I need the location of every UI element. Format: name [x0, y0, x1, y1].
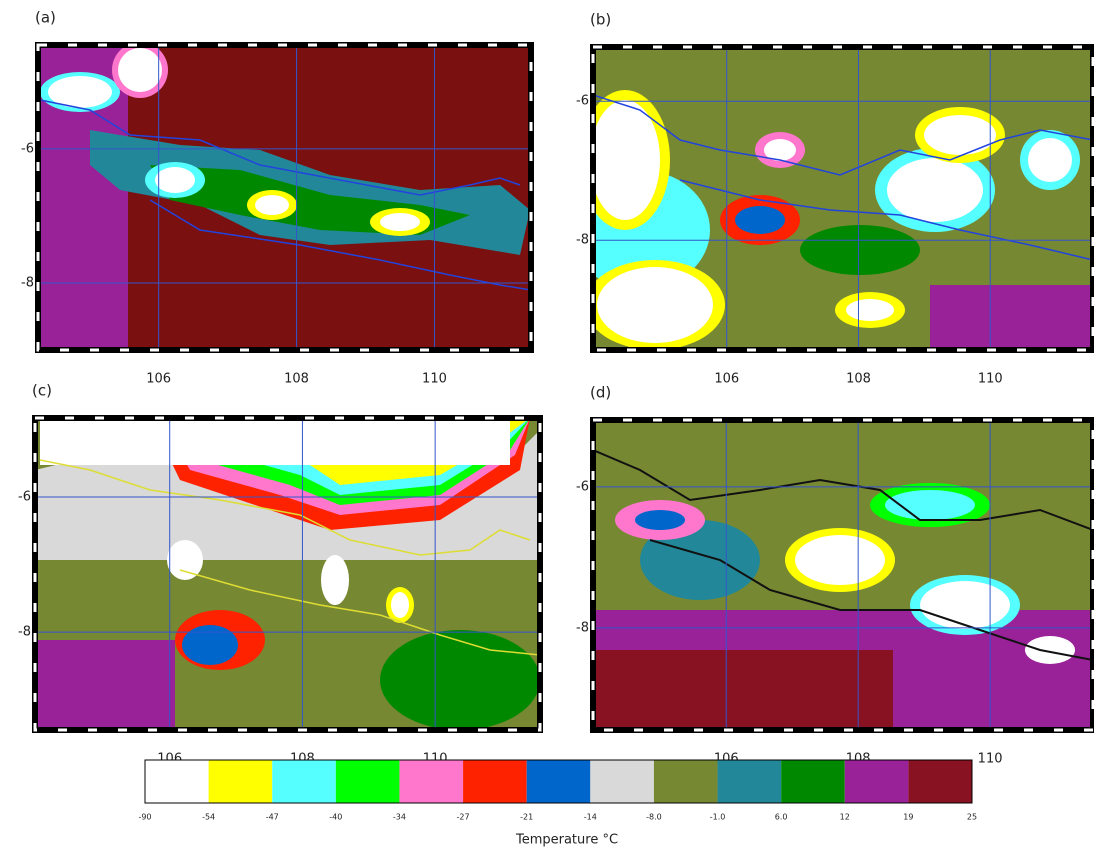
- colorbar-title: Temperature °C: [515, 833, 618, 848]
- colorbar-swatch: [209, 760, 273, 803]
- colorbar-tick-label: 6.0: [775, 813, 788, 822]
- imagery-d: [593, 420, 1093, 730]
- x-tick-label: 108: [284, 372, 309, 387]
- colorbar-swatch: [590, 760, 654, 803]
- colorbar-tick-label: -47: [266, 813, 279, 822]
- colorbar-swatch: [336, 760, 400, 803]
- colorbar-swatch: [145, 760, 209, 803]
- y-tick-label: -8: [576, 620, 589, 635]
- y-tick-label: -8: [21, 275, 34, 290]
- y-tick-label: -6: [576, 94, 589, 109]
- x-tick-label: 110: [978, 372, 1003, 387]
- colorbar-swatch: [527, 760, 591, 803]
- x-tick-label: 110: [422, 372, 447, 387]
- imagery-b: [570, 47, 1093, 350]
- imagery-a: [38, 42, 531, 350]
- colorbar-swatch: [654, 760, 718, 803]
- colorbar-tick-label: -54: [202, 813, 215, 822]
- colorbar-swatch: [908, 760, 972, 803]
- x-tick-label: 108: [846, 372, 871, 387]
- y-tick-label: -8: [576, 233, 589, 248]
- colorbar-tick-label: -8.0: [646, 813, 662, 822]
- panel-label: (b): [590, 11, 611, 29]
- colorbar-swatch: [463, 760, 527, 803]
- colorbar-tick-label: -1.0: [710, 813, 726, 822]
- imagery-c: [35, 418, 540, 730]
- y-tick-label: -8: [18, 625, 31, 640]
- colorbar-tick-label: -21: [520, 813, 533, 822]
- colorbar-tick-label: -27: [457, 813, 470, 822]
- figure: Temperature °C (a) 106 108 110 -6 -8 (b) 106 108…: [0, 0, 1094, 850]
- y-tick-label: -6: [21, 141, 34, 156]
- colorbar-tick-label: 25: [967, 813, 977, 822]
- colorbar-tick-label: -40: [329, 813, 342, 822]
- x-tick-label: 110: [978, 752, 1003, 767]
- colorbar-swatch: [845, 760, 909, 803]
- colorbar-swatch: [272, 760, 336, 803]
- colorbar-tick-label: 12: [840, 813, 850, 822]
- y-tick-label: -6: [18, 490, 31, 505]
- colorbar-tick-label: -14: [584, 813, 597, 822]
- colorbar-swatch: [781, 760, 845, 803]
- colorbar-swatch: [718, 760, 782, 803]
- colorbar-tick-label: -34: [393, 813, 406, 822]
- y-tick-label: -6: [576, 479, 589, 494]
- x-tick-label: 106: [146, 372, 171, 387]
- colorbar-tick-label: -90: [138, 813, 151, 822]
- colorbar-swatch: [399, 760, 463, 803]
- colorbar-tick-label: 19: [903, 813, 913, 822]
- panel-label: (a): [35, 9, 56, 27]
- panel-label: (c): [32, 382, 52, 400]
- x-tick-label: 106: [714, 372, 739, 387]
- panel-label: (d): [590, 384, 611, 402]
